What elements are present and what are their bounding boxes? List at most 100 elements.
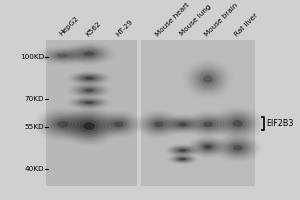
Text: 100KD: 100KD — [20, 54, 44, 60]
Ellipse shape — [76, 86, 102, 95]
Text: 70KD: 70KD — [24, 96, 44, 102]
Ellipse shape — [85, 101, 94, 104]
Ellipse shape — [102, 115, 136, 134]
Ellipse shape — [178, 157, 188, 161]
Ellipse shape — [200, 73, 216, 86]
Text: Rat liver: Rat liver — [233, 12, 259, 37]
Ellipse shape — [180, 158, 186, 160]
Ellipse shape — [233, 145, 242, 151]
Ellipse shape — [83, 122, 95, 130]
Ellipse shape — [191, 66, 225, 92]
Ellipse shape — [218, 136, 257, 159]
Ellipse shape — [170, 155, 195, 163]
Ellipse shape — [114, 121, 124, 127]
Ellipse shape — [74, 73, 104, 83]
Ellipse shape — [57, 54, 68, 58]
Ellipse shape — [142, 115, 176, 134]
Ellipse shape — [71, 46, 107, 62]
Ellipse shape — [46, 115, 79, 134]
Ellipse shape — [219, 112, 256, 135]
Ellipse shape — [172, 147, 193, 154]
Ellipse shape — [223, 114, 253, 133]
Ellipse shape — [192, 138, 224, 156]
Ellipse shape — [196, 141, 219, 153]
Ellipse shape — [171, 119, 194, 130]
Ellipse shape — [194, 68, 222, 90]
Ellipse shape — [71, 97, 107, 108]
Ellipse shape — [79, 87, 99, 94]
Ellipse shape — [139, 113, 178, 136]
Ellipse shape — [168, 145, 197, 156]
Ellipse shape — [84, 52, 94, 56]
Ellipse shape — [197, 118, 219, 130]
Ellipse shape — [151, 120, 167, 129]
Bar — [141, 40, 256, 186]
Text: 55KD: 55KD — [24, 124, 44, 130]
Text: HepG2: HepG2 — [58, 16, 80, 37]
Ellipse shape — [63, 108, 116, 144]
Ellipse shape — [176, 157, 190, 161]
Ellipse shape — [204, 145, 212, 149]
Ellipse shape — [49, 117, 75, 132]
Ellipse shape — [80, 120, 99, 133]
Ellipse shape — [79, 75, 99, 82]
Ellipse shape — [197, 70, 219, 88]
Text: 40KD: 40KD — [24, 166, 44, 172]
Ellipse shape — [179, 122, 187, 126]
Ellipse shape — [80, 50, 98, 58]
Ellipse shape — [82, 88, 97, 93]
Ellipse shape — [216, 110, 259, 137]
Ellipse shape — [50, 51, 74, 60]
Ellipse shape — [44, 49, 81, 62]
Ellipse shape — [194, 117, 222, 132]
Ellipse shape — [82, 100, 97, 105]
Ellipse shape — [74, 47, 104, 61]
Text: Mouse heart: Mouse heart — [155, 1, 191, 37]
Ellipse shape — [224, 140, 251, 156]
Ellipse shape — [39, 111, 86, 138]
Ellipse shape — [176, 121, 189, 128]
Ellipse shape — [85, 77, 94, 80]
Ellipse shape — [226, 116, 250, 131]
Text: EIF2B3: EIF2B3 — [266, 119, 293, 128]
Ellipse shape — [174, 120, 192, 129]
Ellipse shape — [169, 118, 196, 131]
Ellipse shape — [172, 156, 193, 163]
Ellipse shape — [200, 120, 216, 129]
Ellipse shape — [108, 118, 130, 131]
Ellipse shape — [179, 149, 186, 152]
Ellipse shape — [191, 115, 225, 134]
Ellipse shape — [47, 50, 77, 61]
Ellipse shape — [82, 76, 97, 81]
Ellipse shape — [74, 98, 104, 107]
Ellipse shape — [221, 138, 254, 158]
Ellipse shape — [148, 118, 170, 131]
Ellipse shape — [145, 116, 173, 132]
Ellipse shape — [76, 117, 102, 135]
Ellipse shape — [230, 143, 246, 153]
Ellipse shape — [79, 100, 99, 106]
Ellipse shape — [174, 156, 191, 162]
Text: Mouse lung: Mouse lung — [178, 4, 212, 37]
Text: HT-29: HT-29 — [115, 18, 134, 37]
Ellipse shape — [76, 74, 102, 82]
Ellipse shape — [57, 121, 68, 128]
Text: K562: K562 — [85, 20, 102, 37]
Ellipse shape — [203, 122, 213, 127]
Text: Mouse brain: Mouse brain — [204, 2, 239, 37]
Ellipse shape — [154, 121, 164, 127]
Ellipse shape — [170, 146, 195, 155]
Ellipse shape — [167, 116, 199, 132]
Ellipse shape — [111, 120, 127, 129]
Ellipse shape — [43, 113, 82, 136]
Ellipse shape — [76, 99, 102, 106]
Ellipse shape — [229, 118, 247, 129]
Bar — [46, 40, 136, 186]
Ellipse shape — [177, 148, 189, 153]
Ellipse shape — [71, 72, 107, 84]
Ellipse shape — [99, 113, 138, 136]
Ellipse shape — [199, 142, 217, 152]
Ellipse shape — [203, 75, 213, 83]
Ellipse shape — [226, 141, 249, 154]
Ellipse shape — [175, 147, 191, 153]
